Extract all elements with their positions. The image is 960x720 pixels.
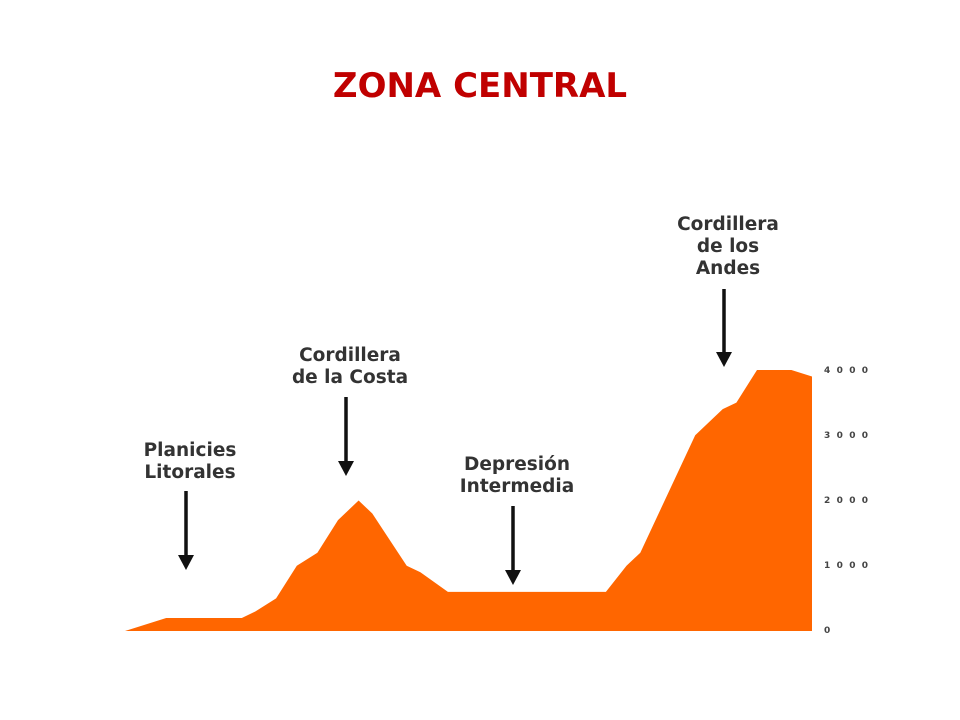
- page-title: ZONA CENTRAL: [332, 66, 628, 106]
- y-axis-ticks: 4 0 0 0 3 0 0 0 2 0 0 0 1 0 0 0 0: [824, 366, 870, 636]
- region-label-line: Litorales: [144, 462, 235, 483]
- arrows: [178, 289, 732, 585]
- down-arrow-icon: [716, 289, 732, 367]
- y-tick-label: 3 0 0 0: [824, 431, 870, 441]
- region-label-line: Planicies: [144, 440, 237, 461]
- down-arrow-icon: [338, 397, 354, 476]
- region-label-line: Intermedia: [460, 476, 574, 497]
- y-tick-label: 0: [824, 626, 832, 636]
- region-label-line: Andes: [696, 258, 760, 279]
- region-label-line: de los: [697, 236, 759, 257]
- down-arrow-icon: [505, 506, 521, 585]
- y-tick-label: 4 0 0 0: [824, 366, 870, 376]
- region-label-line: Cordillera: [299, 345, 401, 366]
- down-arrow-icon: [178, 491, 194, 570]
- region-label: Cordillera de la Costa: [292, 345, 408, 388]
- region-label-line: Depresión: [464, 454, 570, 475]
- region-label: Planicies Litorales: [144, 440, 237, 483]
- region-label: Depresión Intermedia: [460, 454, 574, 497]
- terrain-area: [125, 370, 812, 631]
- region-label: Cordillera de los Andes: [677, 214, 779, 279]
- y-tick-label: 2 0 0 0: [824, 496, 870, 506]
- y-tick-label: 1 0 0 0: [824, 561, 870, 571]
- region-label-line: Cordillera: [677, 214, 779, 235]
- region-label-line: de la Costa: [292, 367, 408, 388]
